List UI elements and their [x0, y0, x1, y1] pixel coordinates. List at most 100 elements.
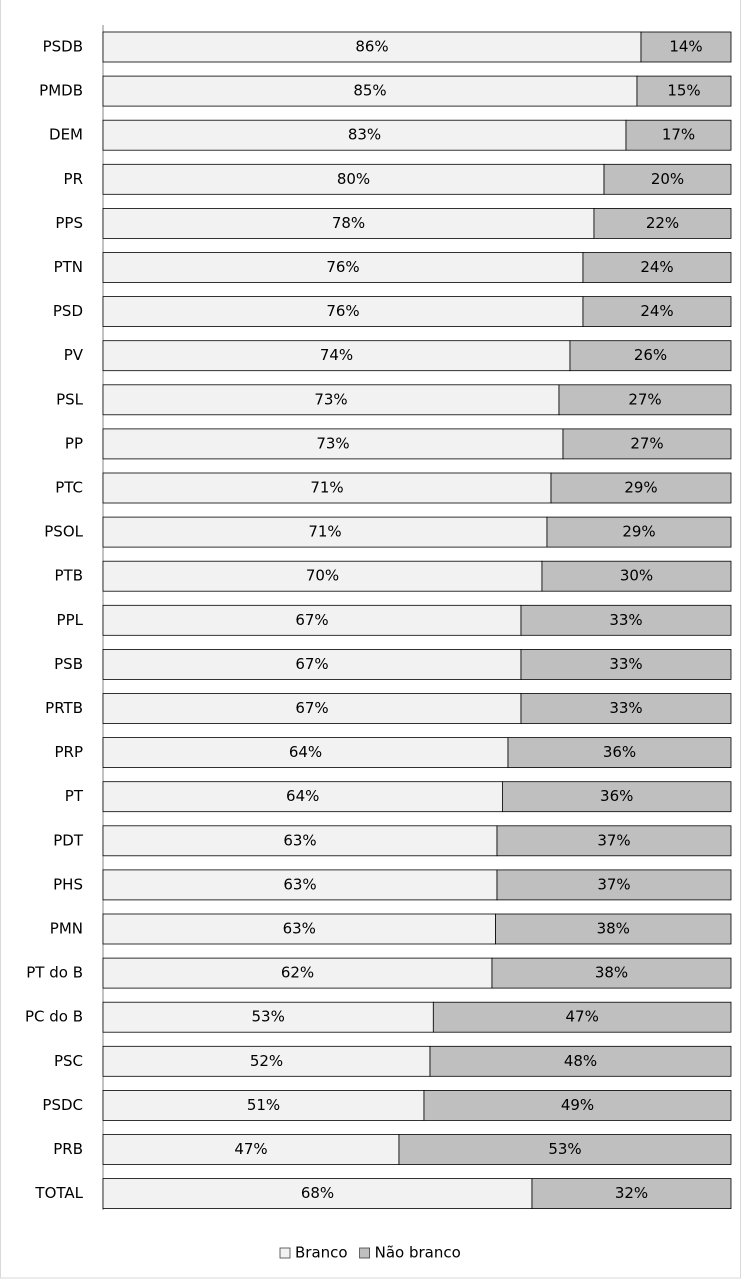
bar-segment [569, 340, 732, 372]
data-label: 63% [283, 831, 316, 849]
data-label: 73% [314, 390, 347, 408]
data-label: 67% [295, 655, 328, 673]
bar-segment [102, 1134, 400, 1165]
data-label: 29% [624, 479, 657, 497]
bar-segment [558, 384, 732, 416]
category-label: PRTB [45, 699, 83, 717]
category-label: PTN [54, 258, 83, 276]
category-label: PPS [55, 214, 83, 232]
data-label: 76% [326, 258, 359, 276]
bar-segment [102, 1178, 533, 1209]
data-label: 38% [595, 964, 628, 982]
data-label: 27% [630, 434, 663, 452]
data-label: 37% [597, 875, 630, 893]
bar-segment [640, 31, 732, 63]
category-label: PSC [54, 1052, 83, 1070]
bar-segment [102, 296, 584, 328]
data-label: 83% [348, 126, 381, 144]
category-label: PTC [55, 479, 83, 497]
legend-swatch [359, 1247, 370, 1259]
bar-segment [102, 693, 522, 724]
category-label: PHS [53, 875, 83, 893]
category-label: PSDB [43, 38, 83, 56]
bar-segment [593, 207, 732, 239]
bar-segment [102, 384, 560, 416]
data-label: 62% [281, 964, 314, 982]
data-label: 47% [234, 1140, 267, 1158]
bar-segment [102, 207, 595, 239]
data-label: 37% [597, 831, 630, 849]
data-label: 67% [295, 699, 328, 717]
data-label: 71% [308, 523, 341, 541]
bar-segment [102, 163, 605, 195]
data-label: 33% [609, 611, 642, 629]
bar-segment [603, 163, 732, 195]
bar-segment [102, 737, 509, 768]
legend-label: Branco [295, 1244, 348, 1262]
bar-segment [546, 516, 732, 548]
category-label: PV [64, 346, 84, 364]
bar-segment [541, 560, 732, 592]
data-label: 76% [326, 302, 359, 320]
category-label: PSDC [42, 1096, 83, 1114]
category-label: PTB [55, 567, 84, 585]
category-label: PRB [53, 1140, 83, 1158]
bar-segment [531, 1178, 732, 1209]
data-label: 24% [640, 258, 673, 276]
bar-segment [520, 649, 732, 680]
bar-segment [502, 781, 732, 813]
category-label: PSB [54, 655, 83, 673]
data-label: 53% [548, 1140, 581, 1158]
bar-segment [102, 1001, 434, 1033]
data-label: 14% [669, 38, 702, 56]
data-label: 22% [646, 214, 679, 232]
bar-segment [102, 781, 503, 813]
category-label: PSOL [44, 523, 83, 541]
bar-segment [520, 604, 732, 636]
bar-segment [102, 869, 498, 901]
bar-segment [562, 428, 732, 460]
bar-segment [491, 957, 732, 989]
category-label: PT do B [26, 964, 83, 982]
data-label: 63% [283, 875, 316, 893]
bar-segment [625, 119, 732, 151]
bar-segment [102, 31, 642, 63]
data-label: 15% [667, 82, 700, 100]
category-label: TOTAL [34, 1184, 83, 1202]
bar-segment [495, 913, 732, 945]
data-label: 52% [250, 1052, 283, 1070]
data-label: 27% [628, 390, 661, 408]
bar-segment [496, 825, 732, 857]
data-label: 38% [597, 920, 630, 938]
bar-segment [432, 1001, 732, 1033]
bar-segment [496, 869, 732, 901]
bar-segment [398, 1134, 732, 1165]
data-label: 85% [353, 82, 386, 100]
data-label: 30% [620, 567, 653, 585]
bar-segment [102, 472, 552, 504]
data-label: 33% [609, 655, 642, 673]
data-label: 53% [251, 1008, 284, 1026]
bar-segment [102, 75, 638, 107]
bar-segment [429, 1045, 732, 1077]
data-label: 68% [301, 1184, 334, 1202]
data-label: 17% [662, 126, 695, 144]
data-label: 24% [640, 302, 673, 320]
bar-segment [102, 340, 571, 372]
data-label: 49% [561, 1096, 594, 1114]
data-label: 74% [320, 346, 353, 364]
data-label: 48% [564, 1052, 597, 1070]
data-label: 80% [337, 170, 370, 188]
data-label: 29% [622, 523, 655, 541]
category-label: PC do B [25, 1008, 83, 1026]
bar-segment [102, 252, 584, 283]
data-label: 63% [283, 920, 316, 938]
bar-segment [636, 75, 732, 107]
data-label: 64% [286, 787, 319, 805]
legend-label: Não branco [375, 1244, 461, 1262]
legend-swatch [279, 1247, 291, 1259]
category-label: PSD [53, 302, 83, 320]
category-label: PR [64, 170, 83, 188]
data-label: 71% [310, 479, 343, 497]
